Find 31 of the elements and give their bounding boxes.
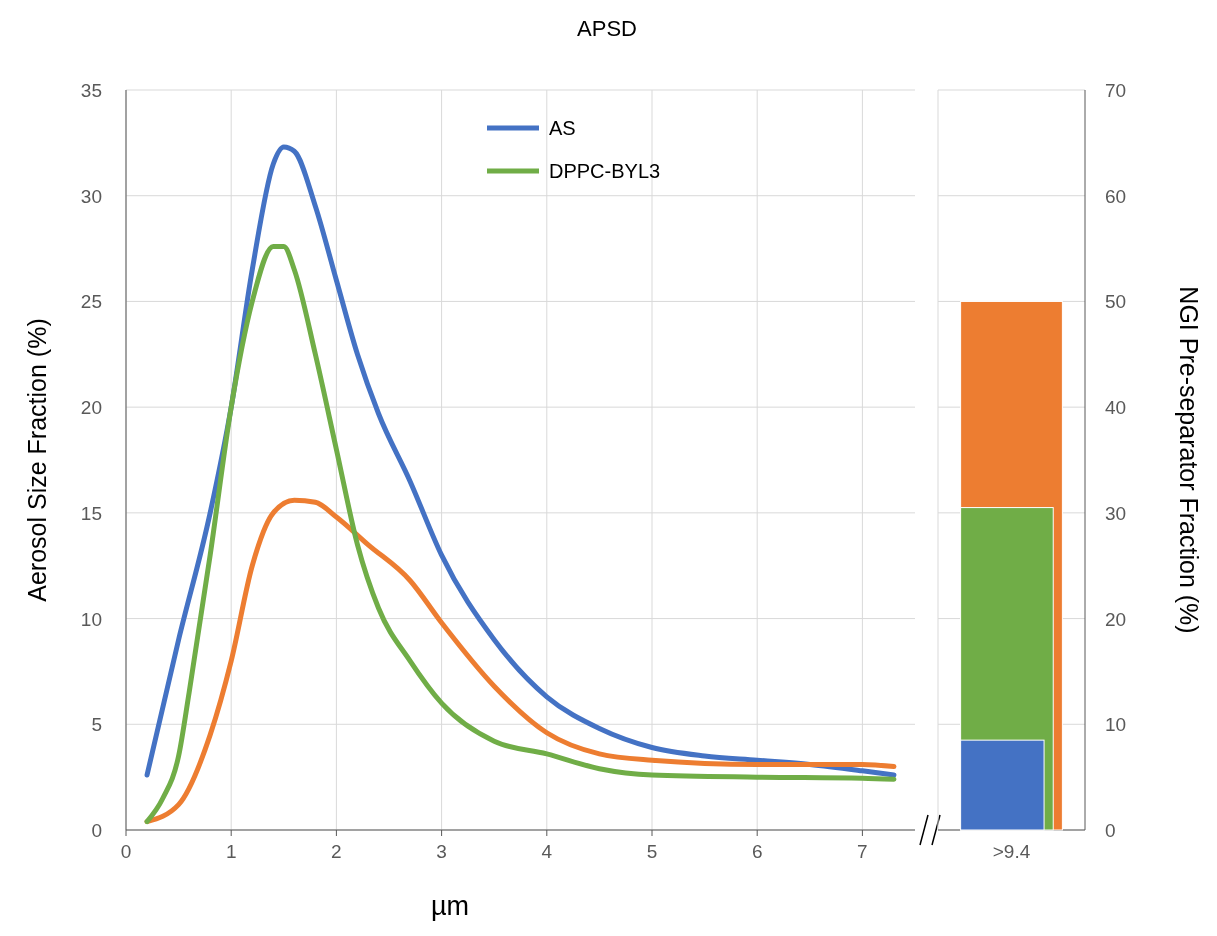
x-tick-label: 4 <box>541 841 553 862</box>
y-tick-label: 10 <box>80 608 102 630</box>
y-tick-label: 20 <box>80 397 102 419</box>
y2-tick-label: 50 <box>1105 291 1127 313</box>
x-tick-label: 3 <box>436 841 447 862</box>
y2-tick-label: 10 <box>1105 714 1127 736</box>
y2-tick-label: 20 <box>1105 608 1127 630</box>
chart-title: APSD <box>577 16 637 41</box>
y-tick-label: 30 <box>80 185 102 207</box>
x-tick-label: 7 <box>857 841 868 862</box>
y2-tick-label: 70 <box>1105 80 1127 101</box>
x-axis-title: µm <box>430 891 470 921</box>
x-tick-label: 6 <box>751 841 763 862</box>
y2-tick-label: 30 <box>1105 502 1127 524</box>
y2-axis-title: NGI Pre-separator Fraction (%) <box>1175 286 1203 634</box>
y-axis-title: Aerosol Size Fraction (%) <box>23 318 51 602</box>
y-tick-label: 25 <box>80 291 102 313</box>
y-tick-label: 0 <box>91 820 102 841</box>
legend-label: AS <box>549 117 576 139</box>
x-tick-label: 2 <box>331 841 342 862</box>
x-tick-label: 1 <box>225 841 237 862</box>
x-tick-label: >9.4 <box>992 841 1031 862</box>
y2-tick-label: 60 <box>1105 185 1127 207</box>
legend-label: DPPC-BYL3 <box>549 160 661 182</box>
y-tick-label: 15 <box>80 502 102 524</box>
y2-tick-label: 40 <box>1105 397 1127 419</box>
y-tick-label: 5 <box>91 714 102 736</box>
x-tick-label: 5 <box>646 841 658 862</box>
y2-tick-label: 0 <box>1105 820 1116 841</box>
y-tick-label: 35 <box>80 80 102 101</box>
x-tick-label: 0 <box>120 841 132 862</box>
